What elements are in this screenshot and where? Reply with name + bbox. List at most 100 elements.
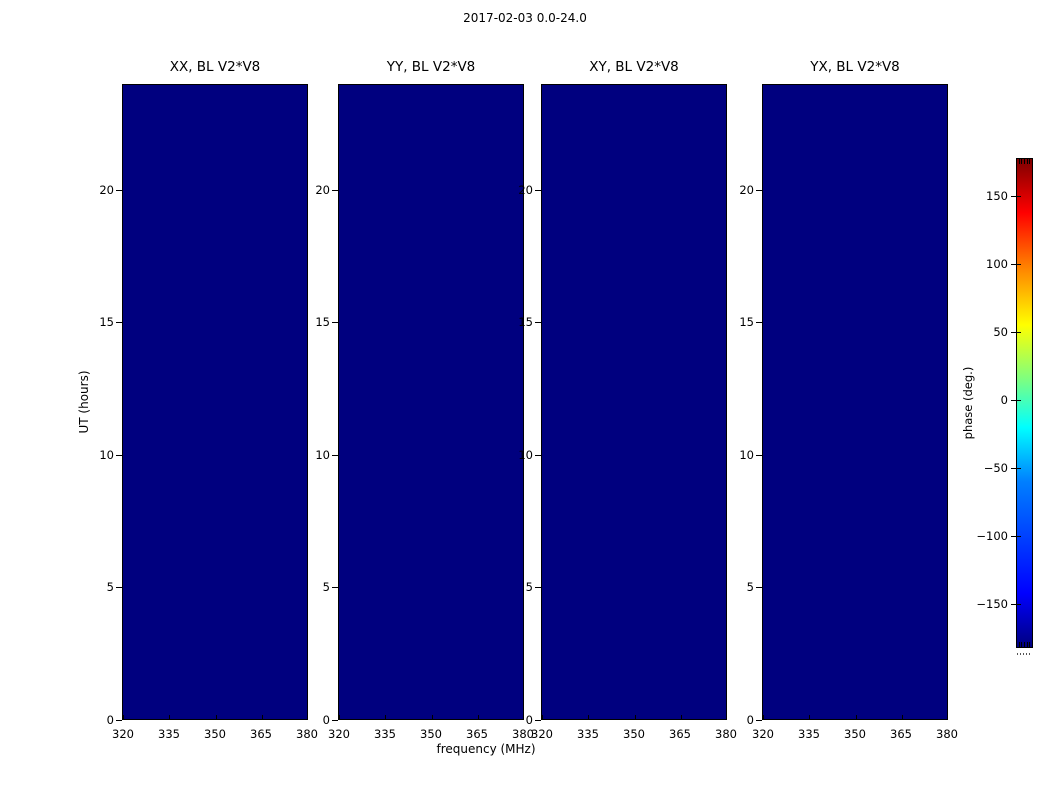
xtick-label: 380 (512, 727, 534, 741)
xtick-label: 380 (936, 727, 958, 741)
xtick-mark (681, 715, 682, 719)
ytick-mark (535, 455, 541, 456)
ytick-label: 20 (315, 183, 330, 197)
ytick-mark (116, 587, 122, 588)
xtick-label: 320 (531, 727, 553, 741)
xtick-label: 380 (296, 727, 318, 741)
colorbar-tick-label: −100 (976, 529, 1008, 543)
subplot-panel-yx[interactable]: YX, BL V2*V8 0 5 10 15 20 320 335 350 36… (739, 59, 958, 741)
subplot-panel-xx[interactable]: XX, BL V2*V8 0 5 10 15 20 320 335 350 36… (99, 59, 318, 741)
xtick-mark (478, 715, 479, 719)
xtick-mark (542, 715, 543, 719)
xtick-label: 365 (466, 727, 488, 741)
xtick-mark (216, 715, 217, 719)
colorbar-axis-label: phase (deg.) (961, 366, 975, 440)
ytick-label: 0 (746, 713, 754, 727)
ytick-mark (116, 322, 122, 323)
xtick-label: 320 (112, 727, 134, 741)
colorbar-tick-mark (1011, 604, 1016, 605)
ytick-mark (332, 587, 338, 588)
ytick-mark (535, 322, 541, 323)
xtick-label: 350 (844, 727, 866, 741)
ytick-label: 15 (99, 315, 114, 329)
ytick-label: 0 (322, 713, 330, 727)
ytick-label: 15 (518, 315, 533, 329)
xtick-label: 365 (890, 727, 912, 741)
colorbar-tick-mark (1011, 400, 1016, 401)
xtick-mark (763, 715, 764, 719)
xtick-label: 335 (798, 727, 820, 741)
colorbar-tick-mark-inner (1016, 332, 1021, 333)
heatmap-image-yy[interactable] (338, 84, 524, 720)
xtick-label: 320 (328, 727, 350, 741)
ytick-label: 0 (525, 713, 533, 727)
ytick-mark (116, 720, 122, 721)
subplot-panel-xy[interactable]: XY, BL V2*V8 0 5 10 15 20 320 335 350 36… (518, 59, 737, 741)
xtick-label: 335 (374, 727, 396, 741)
ytick-label: 5 (322, 580, 330, 594)
colorbar-tick-label: 100 (986, 257, 1008, 271)
heatmap-image-xx[interactable] (122, 84, 308, 720)
colorbar-tick-mark-inner (1016, 400, 1021, 401)
heatmap-fill (763, 85, 947, 719)
xtick-label: 350 (420, 727, 442, 741)
colorbar-tick-mark (1011, 332, 1016, 333)
ytick-mark (756, 190, 762, 191)
xtick-mark (339, 715, 340, 719)
xtick-mark (856, 715, 857, 719)
xtick-label: 365 (669, 727, 691, 741)
y-axis-label: UT (hours) (77, 370, 91, 434)
xtick-label: 380 (715, 727, 737, 741)
ytick-mark (535, 587, 541, 588)
xtick-label: 335 (158, 727, 180, 741)
colorbar-tick-label: −50 (983, 461, 1008, 475)
colorbar-tick-mark (1011, 196, 1016, 197)
heatmap-image-xy[interactable] (541, 84, 727, 720)
ytick-mark (535, 190, 541, 191)
ytick-mark (535, 720, 541, 721)
xtick-label: 335 (577, 727, 599, 741)
ytick-mark (116, 455, 122, 456)
ytick-label: 20 (99, 183, 114, 197)
colorbar[interactable]: 150 100 50 0 −50 −100 −150 (976, 158, 1033, 655)
colorbar-tick-mark-inner (1016, 264, 1021, 265)
ytick-label: 20 (739, 183, 754, 197)
xtick-label: 350 (623, 727, 645, 741)
ytick-label: 0 (106, 713, 114, 727)
xtick-mark (169, 715, 170, 719)
ytick-mark (756, 322, 762, 323)
x-axis-label: frequency (MHz) (436, 742, 536, 756)
colorbar-gradient (1016, 158, 1033, 648)
colorbar-extend-dots (1017, 653, 1032, 655)
ytick-label: 10 (518, 448, 533, 462)
heatmap-image-yx[interactable] (762, 84, 948, 720)
ytick-label: 10 (99, 448, 114, 462)
colorbar-tick-mark (1011, 468, 1016, 469)
ytick-mark (756, 455, 762, 456)
heatmap-fill (339, 85, 523, 719)
ytick-label: 5 (106, 580, 114, 594)
xtick-mark (123, 715, 124, 719)
ytick-mark (332, 190, 338, 191)
ytick-mark (756, 720, 762, 721)
xtick-label: 320 (752, 727, 774, 741)
colorbar-extend-bottom-marks (1017, 642, 1032, 647)
colorbar-tick-mark (1011, 264, 1016, 265)
xtick-mark (809, 715, 810, 719)
xtick-label: 365 (250, 727, 272, 741)
ytick-label: 5 (525, 580, 533, 594)
xtick-mark (385, 715, 386, 719)
subplot-panel-yy[interactable]: YY, BL V2*V8 0 5 10 15 20 320 335 350 36… (315, 59, 534, 741)
ytick-label: 20 (518, 183, 533, 197)
ytick-mark (332, 720, 338, 721)
colorbar-tick-label: 50 (993, 325, 1008, 339)
xtick-mark (588, 715, 589, 719)
ytick-label: 10 (315, 448, 330, 462)
panel-title-xy: XY, BL V2*V8 (589, 59, 679, 75)
ytick-label: 15 (315, 315, 330, 329)
xtick-mark (432, 715, 433, 719)
panel-title-yx: YX, BL V2*V8 (810, 59, 900, 75)
ytick-mark (332, 455, 338, 456)
colorbar-tick-mark-inner (1016, 536, 1021, 537)
figure-suptitle: 2017-02-03 0.0-24.0 (463, 11, 587, 25)
